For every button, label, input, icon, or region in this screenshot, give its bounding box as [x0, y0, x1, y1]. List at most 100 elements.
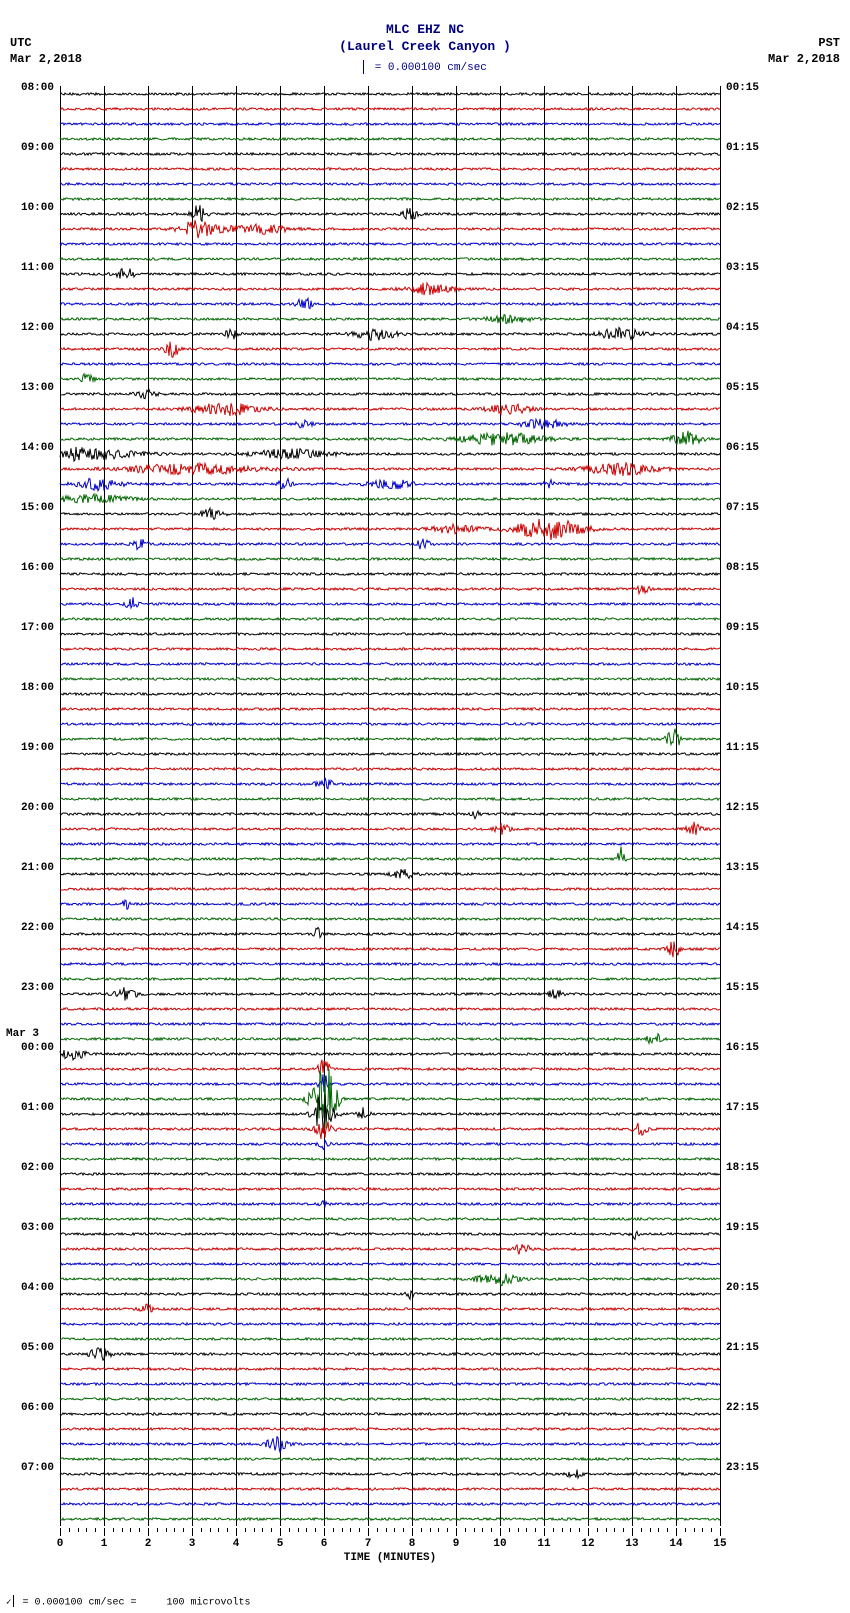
x-tick-minor: [377, 1528, 378, 1532]
x-tick-minor: [597, 1528, 598, 1532]
x-tick-minor: [359, 1528, 360, 1532]
x-tick-label: 11: [537, 1538, 550, 1550]
x-tick-minor: [694, 1528, 695, 1532]
pst-hour-label: 14:15: [726, 922, 759, 934]
utc-hour-label: 02:00: [10, 1162, 54, 1174]
seismogram-wrapper: MLC EHZ NC (Laurel Creek Canyon ) = 0.00…: [0, 0, 850, 1613]
helicorder-plot: [60, 86, 720, 1526]
x-tick-label: 14: [669, 1538, 682, 1550]
pst-hour-label: 20:15: [726, 1282, 759, 1294]
pst-hour-label: 07:15: [726, 502, 759, 514]
utc-hour-label: 09:00: [10, 142, 54, 154]
x-tick-minor: [350, 1528, 351, 1532]
x-tick-minor: [166, 1528, 167, 1532]
x-tick-label: 5: [277, 1538, 284, 1550]
x-tick-minor: [474, 1528, 475, 1532]
x-tick-minor: [157, 1528, 158, 1532]
x-tick-label: 15: [713, 1538, 726, 1550]
x-tick-minor: [403, 1528, 404, 1532]
x-tick-minor: [271, 1528, 272, 1532]
pst-hour-label: 21:15: [726, 1342, 759, 1354]
x-tick-label: 2: [145, 1538, 152, 1550]
x-tick-minor: [711, 1528, 712, 1532]
x-tick-minor: [245, 1528, 246, 1532]
pst-hour-label: 05:15: [726, 382, 759, 394]
x-tick-major: [192, 1528, 193, 1536]
x-tick-minor: [210, 1528, 211, 1532]
x-tick-major: [368, 1528, 369, 1536]
x-tick-minor: [623, 1528, 624, 1532]
x-tick-label: 8: [409, 1538, 416, 1550]
x-tick-label: 3: [189, 1538, 196, 1550]
x-tick-label: 9: [453, 1538, 460, 1550]
x-tick-minor: [641, 1528, 642, 1532]
x-tick-major: [60, 1528, 61, 1536]
pst-hour-label: 09:15: [726, 622, 759, 634]
x-tick-minor: [201, 1528, 202, 1532]
x-tick-minor: [509, 1528, 510, 1532]
x-tick-minor: [342, 1528, 343, 1532]
pst-hour-label: 11:15: [726, 742, 759, 754]
utc-hour-label: 18:00: [10, 682, 54, 694]
x-tick-minor: [535, 1528, 536, 1532]
utc-hour-label: 01:00: [10, 1102, 54, 1114]
timezone-right: PST Mar 2,2018: [768, 36, 840, 67]
pst-hour-label: 06:15: [726, 442, 759, 454]
x-tick-major: [324, 1528, 325, 1536]
x-tick-minor: [122, 1528, 123, 1532]
x-tick-minor: [465, 1528, 466, 1532]
x-tick-label: 12: [581, 1538, 594, 1550]
utc-hour-label: 00:00: [10, 1042, 54, 1054]
x-tick-minor: [298, 1528, 299, 1532]
x-tick-major: [500, 1528, 501, 1536]
pst-hour-label: 04:15: [726, 322, 759, 334]
pst-hour-label: 03:15: [726, 262, 759, 274]
x-tick-minor: [491, 1528, 492, 1532]
x-tick-major: [632, 1528, 633, 1536]
pst-hour-label: 08:15: [726, 562, 759, 574]
x-tick-minor: [421, 1528, 422, 1532]
utc-hour-label: 11:00: [10, 262, 54, 274]
x-tick-label: 6: [321, 1538, 328, 1550]
utc-hour-label: 17:00: [10, 622, 54, 634]
x-tick-minor: [553, 1528, 554, 1532]
pst-hour-label: 12:15: [726, 802, 759, 814]
x-tick-minor: [315, 1528, 316, 1532]
pst-hour-label: 16:15: [726, 1042, 759, 1054]
x-tick-minor: [526, 1528, 527, 1532]
utc-hour-label: 14:00: [10, 442, 54, 454]
x-tick-minor: [78, 1528, 79, 1532]
x-tick-major: [720, 1528, 721, 1536]
x-tick-major: [104, 1528, 105, 1536]
pst-hour-label: 01:15: [726, 142, 759, 154]
pst-hour-label: 17:15: [726, 1102, 759, 1114]
x-tick-label: 0: [57, 1538, 64, 1550]
x-tick-minor: [430, 1528, 431, 1532]
x-tick-minor: [579, 1528, 580, 1532]
x-tick-minor: [227, 1528, 228, 1532]
utc-hour-label: 19:00: [10, 742, 54, 754]
utc-hour-label: 08:00: [10, 82, 54, 94]
utc-hour-label: 07:00: [10, 1462, 54, 1474]
x-tick-minor: [139, 1528, 140, 1532]
x-tick-minor: [262, 1528, 263, 1532]
utc-hour-label: 16:00: [10, 562, 54, 574]
pst-hour-label: 22:15: [726, 1402, 759, 1414]
x-axis-title: TIME (MINUTES): [60, 1552, 720, 1564]
x-tick-major: [676, 1528, 677, 1536]
utc-date-change: Mar 3: [6, 1028, 39, 1040]
x-tick-minor: [254, 1528, 255, 1532]
x-tick-minor: [438, 1528, 439, 1532]
pst-hour-label: 10:15: [726, 682, 759, 694]
x-tick-minor: [386, 1528, 387, 1532]
x-tick-minor: [130, 1528, 131, 1532]
x-tick-label: 4: [233, 1538, 240, 1550]
x-tick-label: 1: [101, 1538, 108, 1550]
x-tick-minor: [69, 1528, 70, 1532]
x-tick-minor: [614, 1528, 615, 1532]
x-tick-minor: [702, 1528, 703, 1532]
utc-hour-label: 04:00: [10, 1282, 54, 1294]
x-tick-minor: [183, 1528, 184, 1532]
pst-hour-label: 19:15: [726, 1222, 759, 1234]
pst-hour-label: 15:15: [726, 982, 759, 994]
